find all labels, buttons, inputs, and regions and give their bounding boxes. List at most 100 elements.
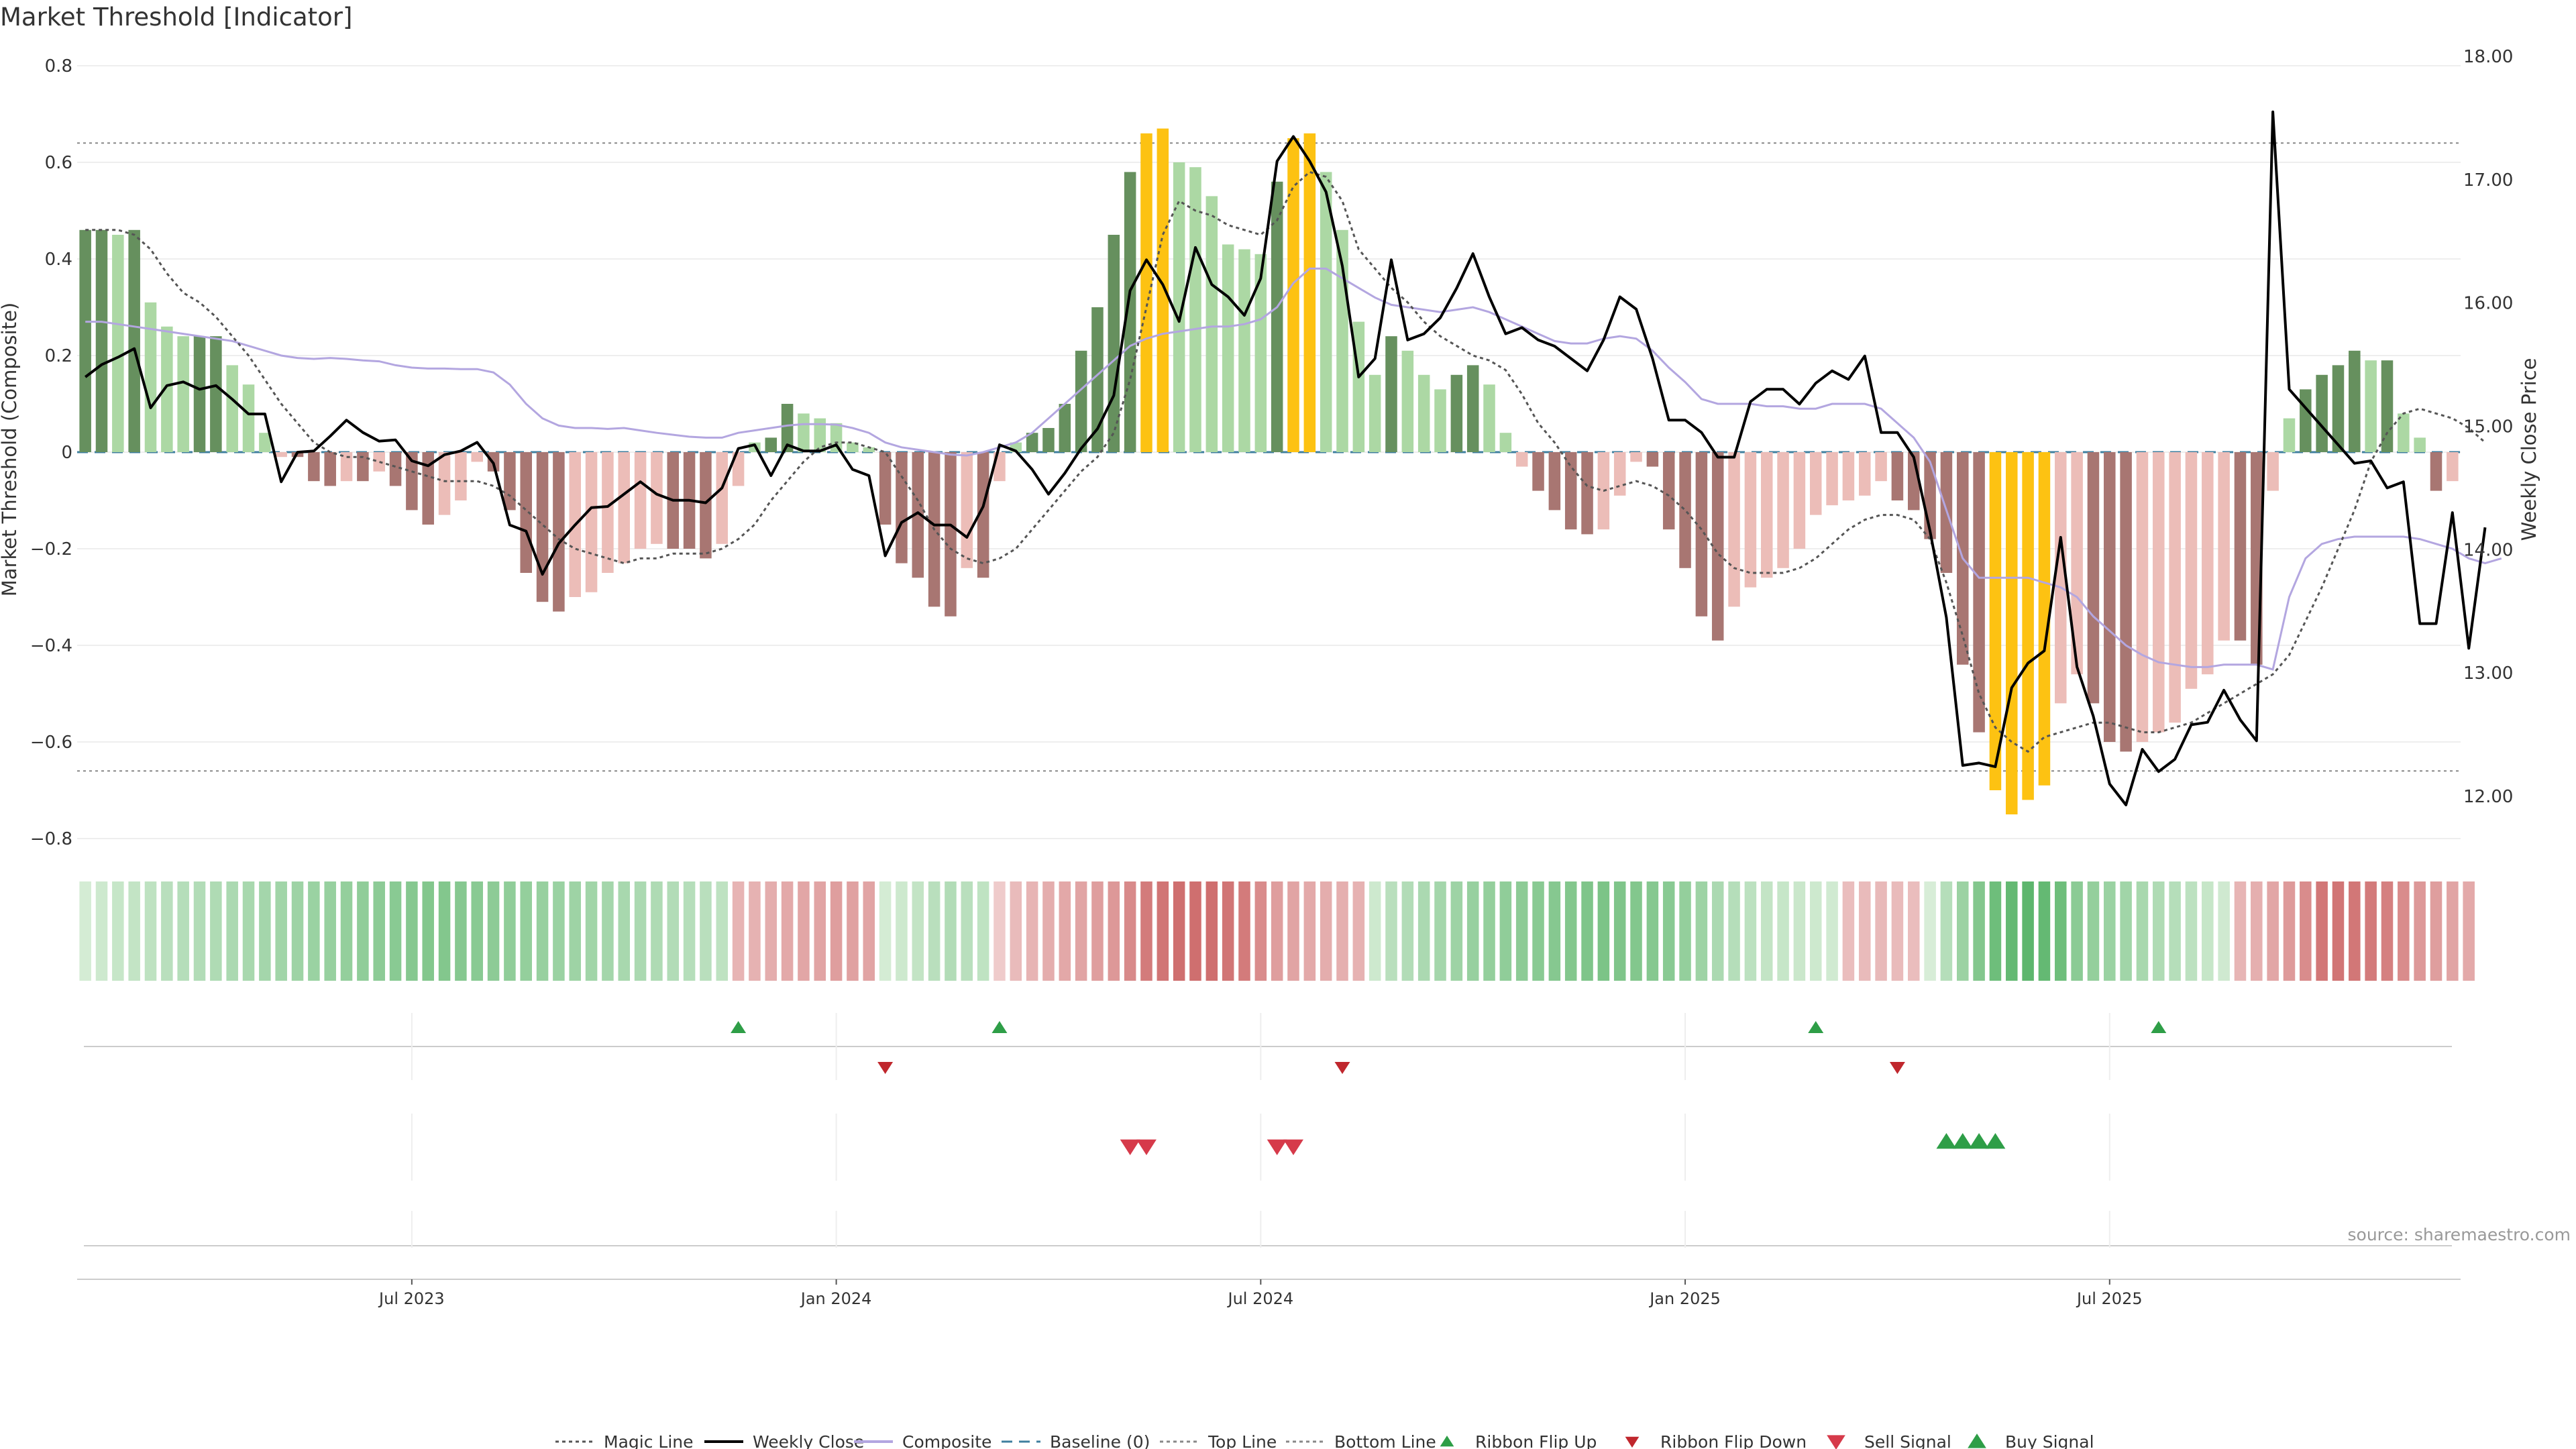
ribbon-cell — [520, 881, 532, 981]
ribbon-cell — [765, 881, 777, 981]
sell-signal-marker — [1267, 1139, 1287, 1155]
ribbon-cell — [1205, 881, 1218, 981]
composite-bar — [1989, 452, 2002, 790]
ribbon-flip-up-marker — [731, 1021, 747, 1033]
ribbon-cell — [1679, 881, 1691, 981]
ribbon-cell — [1417, 881, 1430, 981]
composite-bar — [2185, 452, 2198, 689]
ribbon-cell — [1140, 881, 1152, 981]
ribbon-cell — [928, 881, 941, 981]
composite-bar — [2022, 452, 2034, 800]
legend-label: Buy Signal — [2005, 1432, 2094, 1449]
composite-bar — [1760, 452, 1773, 578]
legend-item: Ribbon Flip Up — [1440, 1432, 1597, 1449]
legend-label: Weekly Close — [753, 1432, 864, 1449]
ribbon-flip-up-marker — [2151, 1021, 2167, 1033]
composite-bar — [1646, 452, 1659, 467]
ribbon-cell — [945, 881, 957, 981]
y-axis-right: 18.00 17.00 16.00 15.00 14.00 13.00 12.00 — [2463, 47, 2513, 807]
ribbon-cell — [1957, 881, 1969, 981]
y-right-tick-label: 16.00 — [2463, 294, 2513, 314]
ribbon-cell — [1059, 881, 1071, 981]
composite-bar — [1091, 307, 1104, 452]
ribbon-cell — [1760, 881, 1773, 981]
composite-bar — [308, 452, 320, 482]
y-tick-label: 0.6 — [45, 153, 72, 173]
composite-bar — [651, 452, 663, 544]
ribbon-cell — [1434, 881, 1446, 981]
y-tick-label: 0.2 — [45, 346, 72, 366]
composite-bar — [732, 452, 745, 486]
composite-bar — [1581, 452, 1593, 535]
composite-bar — [1157, 128, 1169, 452]
composite-bar — [2218, 452, 2230, 641]
reference-lines — [77, 142, 2461, 772]
ribbon-cell — [1940, 881, 1953, 981]
composite-bar — [1450, 374, 1463, 452]
ribbon-cell — [1744, 881, 1757, 981]
composite-bar — [324, 452, 336, 486]
ribbon-cell — [357, 881, 369, 981]
y-right-tick-label: 18.00 — [2463, 47, 2513, 67]
legend: Magic Line Weekly Close Composite Baseline … — [555, 1432, 2094, 1449]
composite-bar — [814, 418, 826, 452]
ribbon-cell — [553, 881, 565, 981]
ribbon-cell — [1613, 881, 1626, 981]
ribbon-cell — [977, 881, 989, 981]
ribbon-cell — [1597, 881, 1610, 981]
x-tick-label: Jul 2025 — [2076, 1289, 2143, 1308]
composite-bar — [1499, 433, 1512, 452]
ribbon-cell — [1075, 881, 1087, 981]
composite-bar — [1548, 452, 1561, 511]
x-tick-label: Jul 2024 — [1226, 1289, 1293, 1308]
composite-bar — [536, 452, 549, 602]
ribbon-strip — [79, 881, 2475, 981]
magic-line — [85, 170, 2486, 753]
composite-bar — [1744, 452, 1757, 588]
ribbon-cell — [2136, 881, 2149, 981]
composite-bar — [1417, 374, 1430, 452]
y-right-tick-label: 12.00 — [2463, 787, 2513, 807]
composite-bar — [2087, 452, 2100, 704]
composite-bar — [634, 452, 647, 549]
ribbon-cell — [2300, 881, 2312, 981]
ribbon-flip-up-marker — [991, 1021, 1008, 1033]
ribbon-cell — [1532, 881, 1544, 981]
ribbon-cell — [308, 881, 320, 981]
ribbon-cell — [1303, 881, 1316, 981]
composite-bar — [1973, 452, 1985, 733]
legend-swatch — [1968, 1434, 1986, 1448]
ribbon-cell — [242, 881, 255, 981]
composite-bar — [2414, 437, 2426, 452]
ribbon-cell — [161, 881, 173, 981]
legend-label: Ribbon Flip Down — [1660, 1432, 1807, 1449]
composite-bar — [1858, 452, 1871, 496]
ribbon-cell — [275, 881, 287, 981]
ribbon-cell — [798, 881, 810, 981]
composite-bar — [112, 235, 124, 452]
legend-item: Bottom Line — [1286, 1432, 1436, 1449]
ribbon-cell — [2185, 881, 2198, 981]
ribbon-cell — [1238, 881, 1250, 981]
composite-bar — [1042, 428, 1055, 452]
ribbon-cell — [1108, 881, 1120, 981]
ribbon-cell — [2153, 881, 2165, 981]
source-note: source: sharemaestro.com — [2348, 1225, 2571, 1244]
composite-bar — [1728, 452, 1740, 607]
ribbon-cell — [2267, 881, 2279, 981]
composite-bar — [210, 336, 222, 452]
composite-bar — [1075, 350, 1087, 452]
ribbon-cell — [1287, 881, 1299, 981]
composite-bar — [912, 452, 924, 578]
composite-bar — [1303, 133, 1316, 453]
composite-bar — [1809, 452, 1822, 515]
ribbon-cell — [1222, 881, 1234, 981]
composite-bar — [1891, 452, 1904, 500]
composite-bar — [847, 442, 859, 452]
ribbon-cell — [749, 881, 761, 981]
composite-bar — [177, 336, 189, 452]
composite-bar — [798, 413, 810, 452]
legend-item: Top Line — [1160, 1432, 1277, 1449]
ribbon-cell — [177, 881, 189, 981]
